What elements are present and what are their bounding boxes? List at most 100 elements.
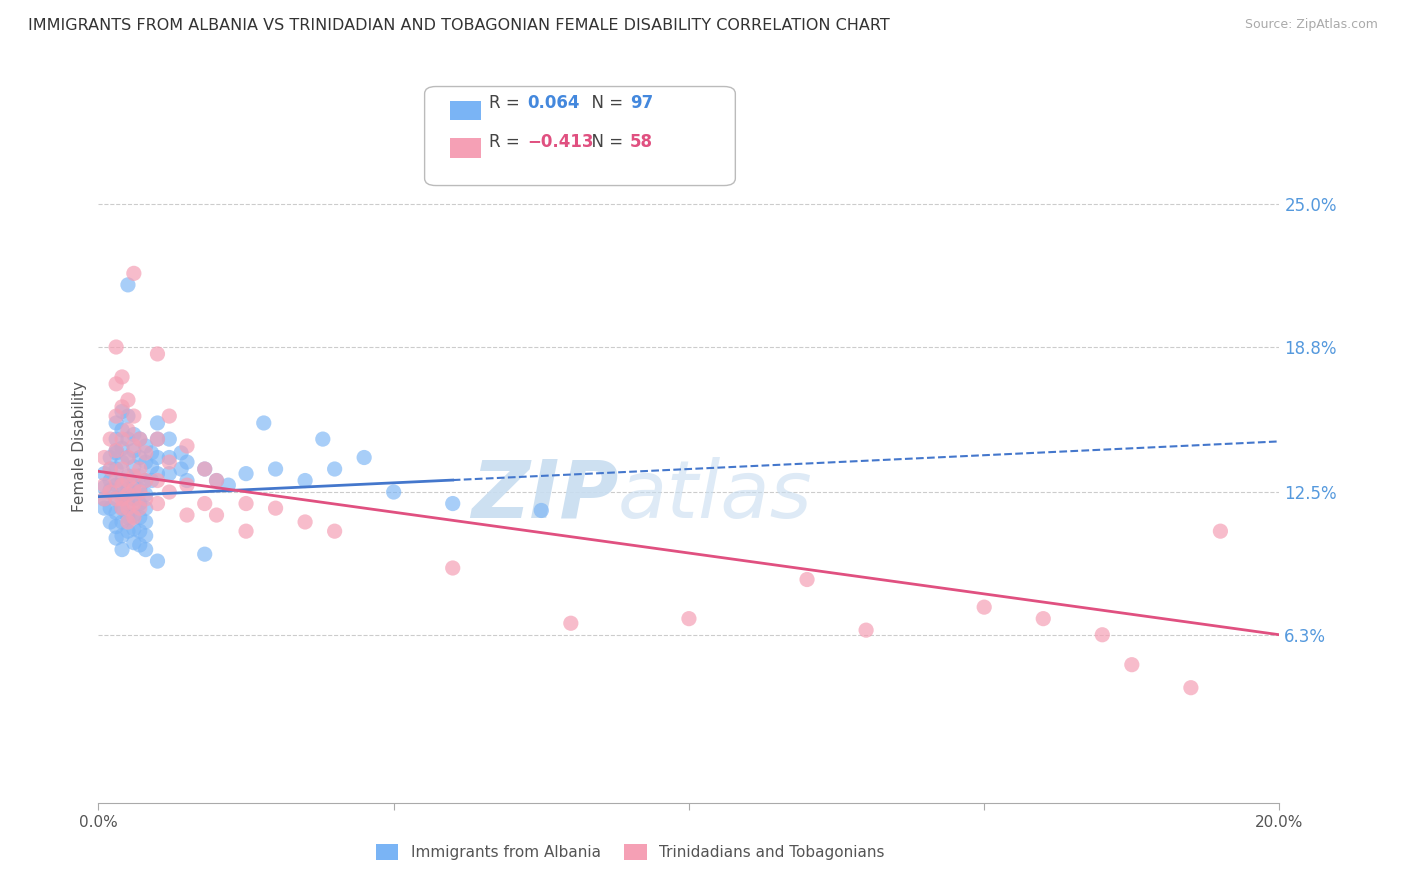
Point: [105, 443, 128, 458]
Point: [194, 547, 217, 561]
Point: [323, 462, 346, 476]
Point: [441, 561, 464, 575]
Point: [157, 485, 180, 500]
Point: [111, 442, 134, 456]
Point: [146, 474, 169, 488]
Point: [98, 515, 121, 529]
Point: [294, 474, 316, 488]
Point: [135, 529, 157, 543]
Point: [176, 478, 198, 492]
Point: [194, 462, 217, 476]
Point: [117, 469, 139, 483]
Point: [264, 462, 287, 476]
Point: [122, 409, 145, 423]
Point: [382, 485, 405, 500]
Point: [98, 485, 121, 500]
Point: [105, 462, 128, 476]
Point: [117, 487, 139, 501]
Point: [157, 450, 180, 465]
Point: [117, 515, 139, 529]
Point: [105, 416, 128, 430]
Point: [111, 455, 134, 469]
Point: [146, 347, 169, 361]
Point: [157, 467, 180, 481]
Text: R =: R =: [489, 133, 526, 151]
Point: [117, 501, 139, 516]
Point: [560, 616, 582, 631]
Point: [170, 446, 193, 460]
Point: [93, 491, 115, 506]
Point: [111, 515, 134, 529]
Point: [194, 462, 217, 476]
Point: [128, 501, 150, 516]
Point: [323, 524, 346, 538]
Point: [111, 501, 134, 516]
Point: [146, 450, 169, 465]
Point: [176, 508, 198, 522]
Point: [98, 462, 121, 476]
Point: [135, 474, 157, 488]
Point: [105, 478, 128, 492]
Point: [146, 467, 169, 481]
Point: [105, 340, 128, 354]
Point: [135, 515, 157, 529]
Text: ZIP: ZIP: [471, 457, 619, 535]
Point: [128, 497, 150, 511]
Point: [117, 432, 139, 446]
Point: [111, 400, 134, 414]
Text: N =: N =: [581, 95, 628, 112]
Point: [122, 469, 145, 483]
Point: [93, 478, 115, 492]
Point: [122, 510, 145, 524]
Point: [146, 432, 169, 446]
Point: [117, 474, 139, 488]
Point: [146, 497, 169, 511]
Point: [117, 483, 139, 497]
Point: [146, 554, 169, 568]
Point: [128, 432, 150, 446]
Point: [117, 423, 139, 437]
Point: [1121, 657, 1143, 672]
Point: [111, 478, 134, 492]
Point: [111, 491, 134, 506]
Point: [122, 508, 145, 522]
Point: [117, 524, 139, 538]
Point: [111, 529, 134, 543]
Point: [1180, 681, 1202, 695]
Point: [122, 266, 145, 280]
Point: [105, 491, 128, 506]
Point: [176, 439, 198, 453]
Point: [93, 467, 115, 481]
Point: [205, 508, 228, 522]
Point: [122, 497, 145, 511]
Point: [530, 503, 553, 517]
Point: [122, 483, 145, 497]
Point: [1209, 524, 1232, 538]
Point: [117, 450, 139, 465]
Point: [128, 538, 150, 552]
Point: [135, 491, 157, 506]
Point: [111, 462, 134, 476]
Point: [141, 459, 163, 474]
Point: [128, 510, 150, 524]
Point: [141, 446, 163, 460]
Point: [117, 450, 139, 465]
Text: −0.413: −0.413: [527, 133, 593, 151]
Point: [235, 467, 257, 481]
Point: [146, 432, 169, 446]
Point: [111, 474, 134, 488]
Point: [98, 450, 121, 465]
Point: [135, 446, 157, 460]
Point: [855, 623, 877, 637]
Point: [312, 432, 335, 446]
Text: 0.064: 0.064: [527, 95, 579, 112]
Point: [105, 519, 128, 533]
Point: [98, 501, 121, 516]
Point: [157, 432, 180, 446]
Point: [1091, 628, 1114, 642]
Point: [93, 450, 115, 465]
Point: [117, 497, 139, 511]
Point: [98, 462, 121, 476]
Point: [122, 478, 145, 492]
Point: [93, 480, 115, 494]
